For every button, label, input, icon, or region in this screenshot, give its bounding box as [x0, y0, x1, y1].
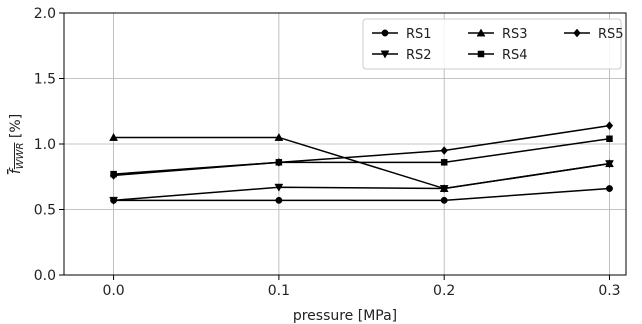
legend-item-rs1: RS1: [372, 27, 432, 42]
circle-marker: [440, 196, 448, 204]
diamond-marker: [573, 28, 581, 38]
y-tick-label: 1.5: [34, 72, 56, 88]
triangle-down-marker: [274, 183, 284, 192]
square-marker: [440, 159, 448, 166]
y-label-subscript: WWR: [15, 143, 26, 170]
triangle-up-marker: [274, 132, 284, 141]
legend-item-rs3: RS3: [468, 27, 528, 42]
legend-label: RS2: [406, 48, 432, 63]
diamond-marker: [275, 157, 283, 167]
series-line-rs5: [113, 124, 610, 177]
circle-marker: [275, 196, 283, 204]
triangle-up-marker: [109, 132, 119, 141]
triangle-up-marker: [605, 159, 614, 168]
y-tick-label: 2.0: [34, 6, 56, 22]
legend-item-rs2: RS2: [372, 48, 432, 63]
diamond-marker: [605, 121, 614, 131]
series-rs1: [110, 185, 613, 204]
circle-marker: [381, 29, 389, 37]
y-tick-label: 0.5: [34, 203, 56, 219]
y-label-symbol: f: [8, 167, 24, 174]
square-marker: [606, 135, 613, 143]
triangle-down-marker: [109, 196, 119, 205]
diamond-marker: [440, 146, 448, 155]
y-axis-label-text: fWWR [%]: [8, 114, 26, 174]
x-tick-label: 0.0: [102, 283, 124, 299]
circle-marker: [606, 185, 613, 192]
series-layer: [109, 121, 614, 205]
diamond-marker: [109, 171, 118, 180]
legend-item-rs5: RS5: [564, 27, 624, 42]
y-tick-label: 0.0: [34, 268, 56, 284]
y-axis-label: fWWR [%]: [8, 114, 26, 174]
series-rs2: [109, 160, 614, 205]
y-tick-label: 1.0: [34, 137, 56, 153]
legend-label: RS3: [502, 27, 528, 42]
legend-label: RS5: [598, 27, 624, 42]
square-marker: [477, 50, 485, 58]
triangle-up-marker: [476, 28, 486, 37]
legend-box: [362, 18, 622, 70]
x-tick-label: 0.1: [268, 283, 290, 299]
triangle-up-marker: [439, 184, 449, 192]
y-label-unit: [%]: [8, 114, 24, 143]
axis-ticks: 0.0 0.1 0.2 0.3 0.0 0.5 1.0 1.5 2.0: [34, 6, 621, 299]
x-tick-label: 0.3: [598, 283, 620, 299]
legend-item-rs4: RS4: [468, 48, 528, 63]
legend: RS1 RS2 RS3 RS4 RS5: [362, 18, 624, 70]
x-tick-label: 0.2: [433, 283, 455, 299]
legend-label: RS4: [502, 48, 528, 63]
series-line-rs1: [113, 187, 610, 202]
triangle-down-marker: [380, 50, 390, 59]
legend-label: RS1: [406, 27, 432, 42]
series-rs5: [109, 121, 614, 180]
x-axis-label: pressure [MPa]: [293, 308, 397, 324]
